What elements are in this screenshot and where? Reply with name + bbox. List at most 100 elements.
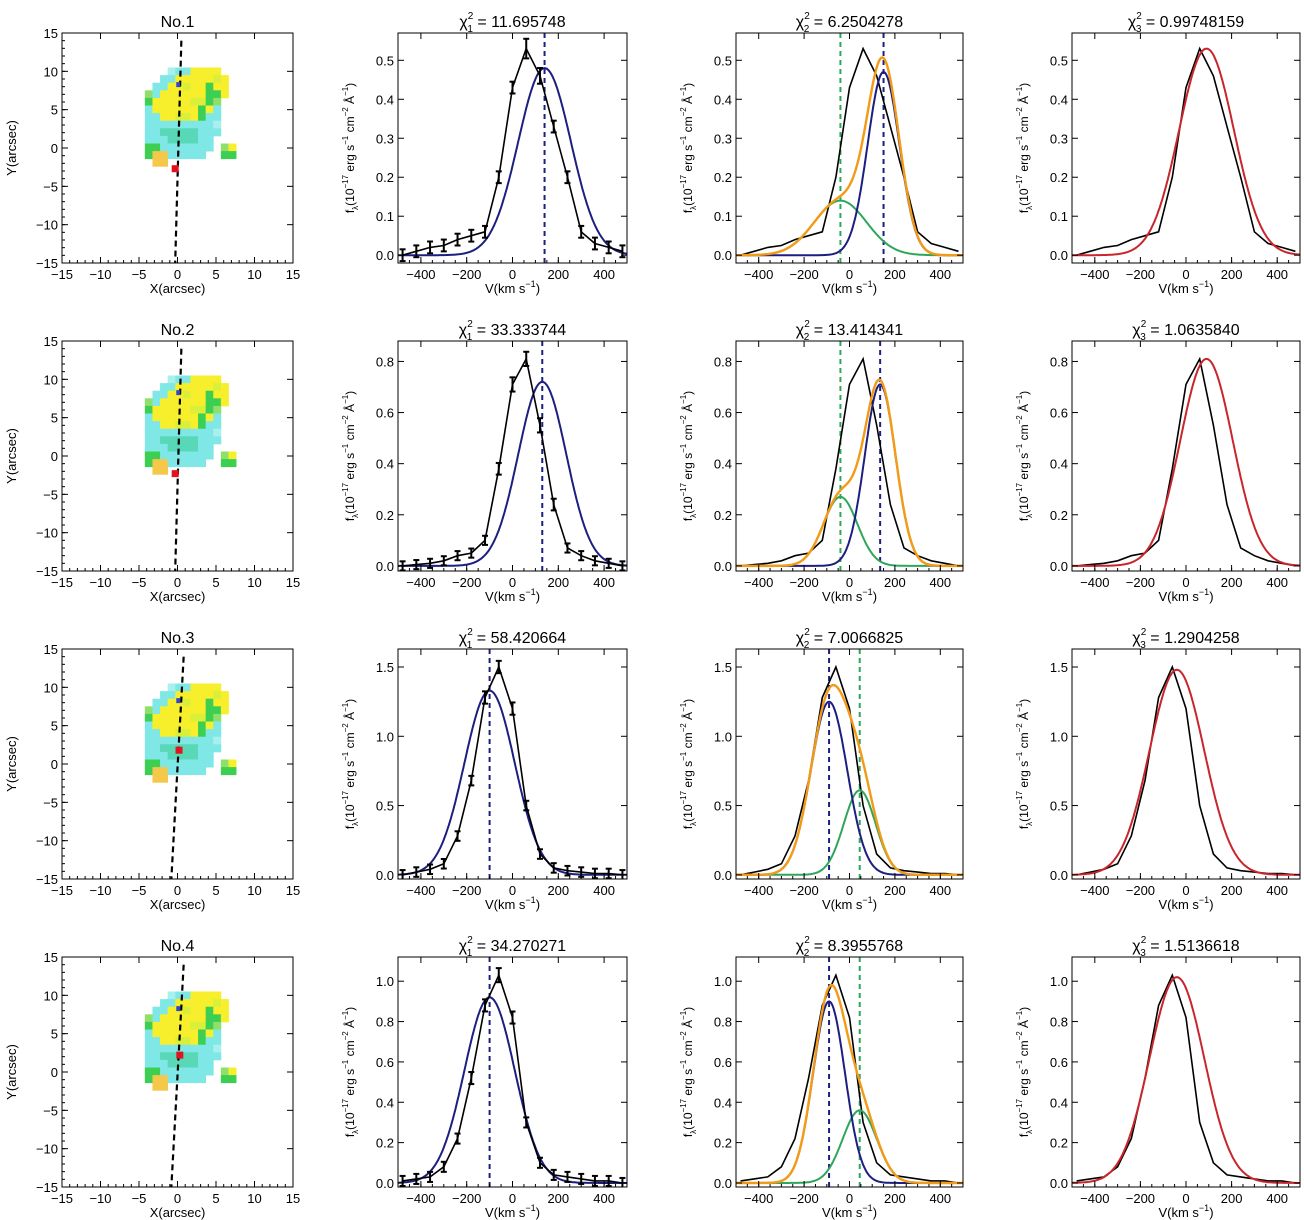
map-xtick-label-part: 5 bbox=[212, 267, 219, 282]
map-pixel bbox=[182, 436, 191, 445]
spectrum-xtick-label: 400 bbox=[1266, 883, 1288, 898]
spectrum-xtick-label-part: −200 bbox=[789, 267, 818, 282]
spectrum-ylabel-part: f bbox=[343, 209, 357, 213]
spectrum-xtick-label-part: −400 bbox=[744, 575, 773, 590]
spectrum-xtick-label-part: 200 bbox=[1221, 575, 1243, 590]
spectrum-xlabel: V(km s−1) bbox=[1158, 279, 1213, 296]
map-ytick-label-part: −15 bbox=[36, 872, 58, 887]
panel-body bbox=[736, 957, 963, 1187]
map-pixel bbox=[152, 736, 161, 745]
map-pixel bbox=[213, 398, 222, 407]
spectrum-xtick-label-part: −200 bbox=[789, 575, 818, 590]
map-pixel bbox=[167, 97, 176, 106]
spectrum-xtick-label-part: −200 bbox=[1126, 1191, 1155, 1206]
spectrum-ytick-label: 0.4 bbox=[714, 1095, 732, 1110]
map-pixel bbox=[175, 1059, 184, 1068]
map-pixel bbox=[198, 128, 207, 137]
map-pixel bbox=[182, 691, 191, 700]
spectrum-xlabel: V(km s−1) bbox=[1158, 587, 1213, 604]
map-pixel bbox=[220, 398, 229, 407]
map-pixel bbox=[167, 428, 176, 437]
map-ytick-label-part: 5 bbox=[51, 411, 58, 426]
map-xtick-label: 15 bbox=[286, 1191, 300, 1206]
spectrum-ylabel-part: λ bbox=[689, 514, 698, 518]
spectrum-xtick-label: 400 bbox=[929, 267, 951, 282]
spectrum-ylabel-part: (10 bbox=[343, 188, 357, 206]
map-pixel bbox=[205, 405, 214, 414]
map-pixel bbox=[152, 97, 161, 106]
two-component-sum-fit bbox=[736, 683, 963, 876]
spectrum-ylabel-part: f bbox=[681, 517, 695, 521]
map-pixel bbox=[205, 120, 214, 129]
map-pixel bbox=[205, 713, 214, 722]
map-pixel bbox=[205, 375, 214, 384]
map-pixel bbox=[190, 120, 199, 129]
map-pixel bbox=[144, 421, 153, 430]
map-pixel bbox=[152, 767, 161, 776]
spectrum-frame bbox=[1071, 956, 1301, 1188]
chi-square-title-part: 2 bbox=[804, 24, 810, 35]
map-pixel bbox=[167, 683, 176, 692]
spectrum-xtick-label: 200 bbox=[547, 1191, 569, 1206]
map-pixel bbox=[160, 1052, 169, 1061]
spectrum-xtick-label: 200 bbox=[884, 575, 906, 590]
spectrum-frame bbox=[735, 956, 964, 1188]
spectrum-ylabel-part: cm bbox=[1017, 732, 1031, 751]
map-pixel bbox=[160, 706, 169, 715]
spectrum-xtick-label-part: −400 bbox=[1080, 575, 1109, 590]
map-pixel bbox=[160, 128, 169, 137]
spectrum-ylabel-part: −17 bbox=[679, 1098, 688, 1112]
map-pixel bbox=[175, 721, 184, 730]
map-pixel bbox=[213, 390, 222, 399]
spectrum-ytick-label-part: 0.0 bbox=[376, 559, 394, 574]
spectrum-ylabel-part: −1 bbox=[1015, 443, 1024, 453]
spectrum-ylabel-part: cm bbox=[1017, 116, 1031, 135]
map-pixel bbox=[190, 75, 199, 84]
map-pixel bbox=[205, 751, 214, 760]
observed-spectrum bbox=[740, 46, 959, 256]
map-pixel bbox=[160, 759, 169, 768]
map-pixel bbox=[144, 706, 153, 715]
map-pixel bbox=[167, 1014, 176, 1023]
map-pixel bbox=[205, 135, 214, 144]
spectrum-ylabel-part: (10 bbox=[1017, 496, 1031, 514]
map-pixel bbox=[228, 151, 237, 160]
spectrum-xtick-label-part: −400 bbox=[406, 267, 435, 282]
observed-spectrum bbox=[740, 972, 959, 1184]
map-pixel bbox=[152, 421, 161, 430]
spectrum-xtick-label: 400 bbox=[1266, 267, 1288, 282]
spectrum-ylabel: fλ(10−17 erg s−1 cm−2 Å−1) bbox=[679, 391, 698, 521]
map-pixel bbox=[198, 97, 207, 106]
spectrum-ytick-label: 0.3 bbox=[714, 131, 732, 146]
map-pixel bbox=[152, 1052, 161, 1061]
chi-square-title-part: = 1.0635840 bbox=[1146, 322, 1240, 339]
spectrum-ylabel-part: −1 bbox=[341, 1059, 350, 1069]
broad-component-fit bbox=[736, 1109, 963, 1184]
map-ylabel: Y(arcsec) bbox=[4, 736, 19, 792]
map-pixel bbox=[175, 683, 184, 692]
map-panel-2: −15−15 −10 −10 −5 −5 0 0 5 5 10 10 15 15 No.2 X(arcsec… bbox=[4, 322, 300, 604]
map-ytick-label: −10 bbox=[36, 218, 58, 233]
spectrum-ylabel-part: cm bbox=[1017, 1040, 1031, 1059]
map-xlabel: X(arcsec) bbox=[150, 1205, 206, 1220]
spectrum-ytick-label: 0.3 bbox=[376, 131, 394, 146]
map-pixel bbox=[167, 113, 176, 122]
map-pixel bbox=[152, 459, 161, 468]
map-pixel bbox=[144, 128, 153, 137]
map-pixel bbox=[152, 698, 161, 707]
spectrum-panel-4-1: −400 −200 0 200 400 0.0 0.2 0.4 0.6 0.8 1.0 χ2 1 = 3… bbox=[341, 935, 628, 1220]
map-pixel bbox=[182, 744, 191, 753]
chi-square-title-part: 2 bbox=[804, 319, 810, 330]
map-pixel bbox=[213, 1006, 222, 1015]
map-pixel bbox=[175, 105, 184, 114]
spectrum-ylabel-part: λ bbox=[351, 822, 360, 826]
spectrum-ytick-label-part: 0.5 bbox=[376, 799, 394, 814]
map-pixel bbox=[182, 767, 191, 776]
map-xtick-label-part: 0 bbox=[174, 883, 181, 898]
spectrum-ytick-label-part: 1.5 bbox=[1050, 660, 1068, 675]
map-xtick-label-part: 15 bbox=[286, 575, 300, 590]
map-pixel bbox=[205, 390, 214, 399]
spectrum-xtick-label-part: 200 bbox=[547, 883, 569, 898]
map-pixel bbox=[205, 691, 214, 700]
spectrum-xtick-label-part: −400 bbox=[1080, 267, 1109, 282]
